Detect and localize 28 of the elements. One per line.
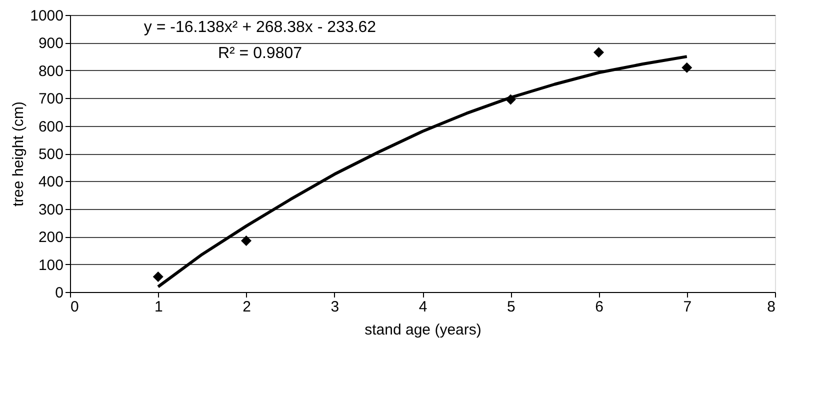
x-axis-title: stand age (years) xyxy=(364,322,482,338)
y-tick-label: 300 xyxy=(38,201,64,218)
x-tick-label: 0 xyxy=(70,298,79,316)
y-tick-label: 600 xyxy=(38,118,64,136)
point xyxy=(682,62,692,73)
annotation: R² = 0.9807 xyxy=(218,45,302,62)
y-tick-label: 400 xyxy=(38,174,64,191)
x-tick-label: 2 xyxy=(242,298,251,316)
y-tick-label: 800 xyxy=(38,62,64,80)
y-tick-label: 200 xyxy=(38,229,64,246)
point xyxy=(241,236,252,246)
x-tick-label: 6 xyxy=(595,298,604,316)
x-tick-label: 4 xyxy=(418,298,428,316)
point xyxy=(594,47,604,58)
y-tick-label: 700 xyxy=(38,90,64,108)
x-tick-label: 1 xyxy=(154,298,163,316)
point xyxy=(152,272,164,282)
y-axis-title: tree height (cm) xyxy=(10,101,28,207)
y-tick-label: 1000 xyxy=(30,8,64,24)
y-tick-label: 500 xyxy=(38,146,64,163)
y-tick-label: 900 xyxy=(38,35,64,52)
y-tick-label: 0 xyxy=(55,284,64,302)
x-tick-label: 3 xyxy=(330,298,340,316)
y-tick-label: 100 xyxy=(38,256,64,274)
annotation: y = -16.138x² + 268.38x - 233.62 xyxy=(144,19,376,36)
x-tick-label: 7 xyxy=(683,298,692,316)
x-tick-label: 8 xyxy=(767,298,776,316)
x-tick-label: 5 xyxy=(506,298,516,316)
